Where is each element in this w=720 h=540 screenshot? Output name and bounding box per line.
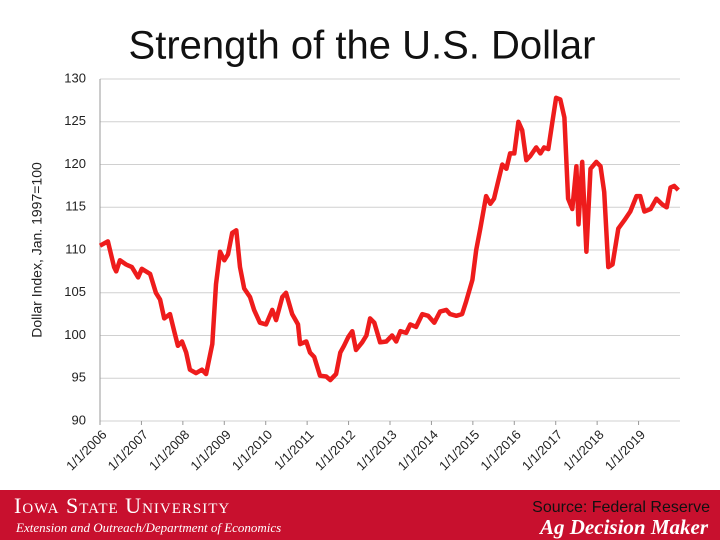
x-tick-label: 1/1/2017: [519, 427, 565, 473]
data-line: [98, 95, 680, 383]
y-tick-label: 95: [72, 370, 86, 385]
university-name: Iowa State University: [14, 493, 230, 518]
y-tick-label: 125: [64, 113, 86, 128]
y-tick-label: 130: [64, 70, 86, 85]
x-tick-label: 1/1/2012: [312, 427, 358, 473]
x-tick-label: 1/1/2006: [63, 427, 109, 473]
x-tick-label: 1/1/2009: [187, 427, 233, 473]
x-tick-label: 1/1/2010: [229, 427, 275, 473]
x-tick-label: 1/1/2019: [602, 427, 648, 473]
x-tick-label: 1/1/2016: [477, 427, 523, 473]
y-axis-label: Dollar Index, Jan. 1997=100: [29, 162, 45, 338]
y-tick-label: 120: [64, 156, 86, 171]
x-tick-label: 1/1/2008: [146, 427, 192, 473]
y-tick-label: 105: [64, 284, 86, 299]
source-note: Source: Federal Reserve: [532, 499, 710, 516]
x-tick-label: 1/1/2018: [560, 427, 606, 473]
footer-banner: [0, 490, 720, 540]
x-tick-label: 1/1/2011: [271, 427, 317, 473]
x-tick-label: 1/1/2014: [395, 427, 441, 473]
y-tick-label: 110: [65, 241, 86, 256]
x-tick-label: 1/1/2007: [105, 427, 151, 473]
y-tick-label: 90: [72, 412, 86, 427]
chart-title: Strength of the U.S. Dollar: [129, 24, 596, 68]
program-name: Ag Decision Maker: [538, 515, 709, 539]
department: Extension and Outreach/Department of Eco…: [15, 520, 281, 535]
y-tick-label: 100: [64, 327, 86, 342]
x-tick-label: 1/1/2013: [353, 427, 399, 473]
y-tick-label: 115: [65, 199, 86, 214]
x-tick-label: 1/1/2015: [436, 427, 482, 473]
